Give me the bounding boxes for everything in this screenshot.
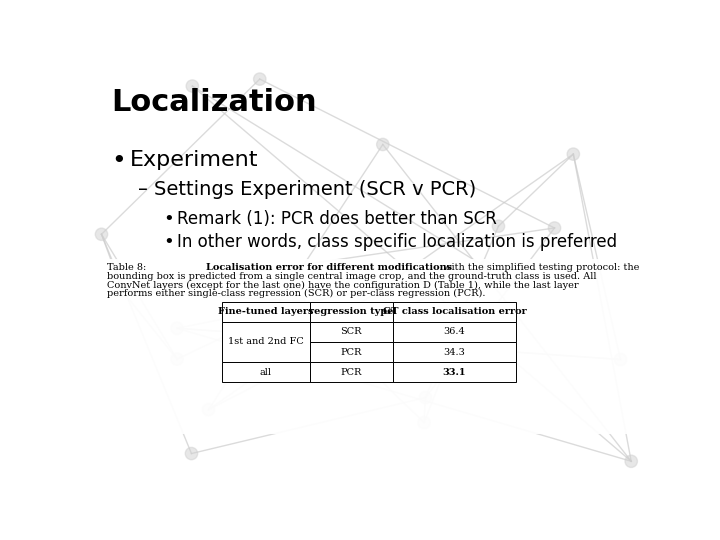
Circle shape <box>549 222 561 234</box>
Bar <box>222 302 310 322</box>
Text: Localisation error for different modifications: Localisation error for different modific… <box>206 264 452 273</box>
Bar <box>392 342 516 362</box>
Circle shape <box>567 148 580 160</box>
Text: 33.1: 33.1 <box>443 368 466 376</box>
Bar <box>310 362 392 382</box>
Circle shape <box>418 416 431 429</box>
Circle shape <box>419 392 431 404</box>
Text: Settings Experiment (SCR v PCR): Settings Experiment (SCR v PCR) <box>153 180 476 199</box>
Bar <box>392 362 516 382</box>
Circle shape <box>377 138 389 151</box>
Bar <box>392 302 516 322</box>
Circle shape <box>479 261 491 273</box>
Text: with the simplified testing protocol: the: with the simplified testing protocol: th… <box>440 264 639 273</box>
Bar <box>310 322 392 342</box>
Text: bounding box is predicted from a single central image crop, and the ground-truth: bounding box is predicted from a single … <box>107 272 597 281</box>
Circle shape <box>171 322 184 334</box>
Text: In other words, class specific localization is preferred: In other words, class specific localizat… <box>177 233 617 251</box>
Text: all: all <box>260 368 272 376</box>
Text: regression type: regression type <box>309 307 394 316</box>
Circle shape <box>614 353 626 366</box>
Text: Fine-tuned layers: Fine-tuned layers <box>218 307 314 316</box>
Circle shape <box>171 353 184 365</box>
Text: •: • <box>163 210 174 227</box>
Text: 34.3: 34.3 <box>444 348 465 356</box>
Text: –: – <box>138 180 148 199</box>
Text: performs either single-class regression (SCR) or per-class regression (PCR).: performs either single-class regression … <box>107 289 485 298</box>
Bar <box>104 259 634 434</box>
Bar <box>222 362 310 382</box>
Text: ConvNet layers (except for the last one) have the configuration D (Table 1), whi: ConvNet layers (except for the last one)… <box>107 280 579 289</box>
Text: Localization: Localization <box>112 88 318 117</box>
Text: Table 8:: Table 8: <box>107 264 150 273</box>
Bar <box>222 322 310 362</box>
Text: PCR: PCR <box>341 348 362 356</box>
Circle shape <box>95 228 108 240</box>
Circle shape <box>625 455 637 468</box>
Circle shape <box>253 73 266 85</box>
Text: Remark (1): PCR does better than SCR: Remark (1): PCR does better than SCR <box>177 210 497 227</box>
Text: 36.4: 36.4 <box>444 327 465 336</box>
Text: GT class localisation error: GT class localisation error <box>382 307 526 316</box>
Bar <box>310 342 392 362</box>
Text: PCR: PCR <box>341 368 362 376</box>
Circle shape <box>185 448 198 460</box>
Text: SCR: SCR <box>341 327 362 336</box>
Circle shape <box>186 80 199 92</box>
Circle shape <box>293 295 305 307</box>
Text: 1st and 2nd FC: 1st and 2nd FC <box>228 338 304 347</box>
Bar <box>392 322 516 342</box>
Circle shape <box>116 285 129 297</box>
Text: Experiment: Experiment <box>130 150 258 170</box>
Text: •: • <box>112 150 127 173</box>
Circle shape <box>492 220 505 232</box>
Text: •: • <box>163 233 174 251</box>
Bar <box>310 302 392 322</box>
Circle shape <box>202 403 215 416</box>
